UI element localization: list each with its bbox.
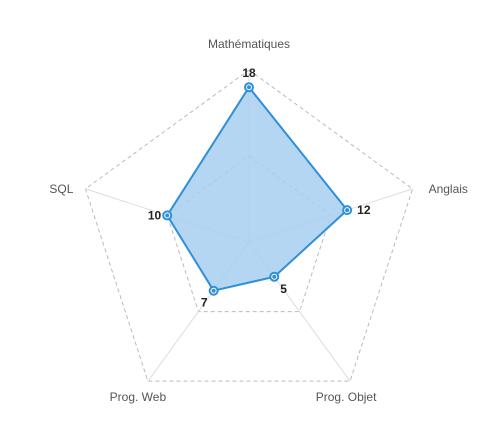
data-area <box>166 86 349 292</box>
grid-ring-2 <box>84 69 414 382</box>
value-label: 12 <box>357 203 371 217</box>
value-label: 7 <box>201 296 208 310</box>
axis-label: Mathématiques <box>208 37 290 51</box>
data-point-center <box>211 288 216 293</box>
axis-label: Anglais <box>429 182 468 196</box>
value-label: 10 <box>148 208 162 222</box>
data-point-center <box>345 208 350 213</box>
value-label: 18 <box>242 66 256 80</box>
data-point-center <box>247 85 251 90</box>
axis-label: Prog. Objet <box>316 390 377 404</box>
axis-label: SQL <box>49 182 73 196</box>
data-point-center <box>165 213 170 218</box>
data-point-center <box>272 274 277 279</box>
axis-label: Prog. Web <box>110 390 167 404</box>
value-label: 5 <box>280 282 287 296</box>
